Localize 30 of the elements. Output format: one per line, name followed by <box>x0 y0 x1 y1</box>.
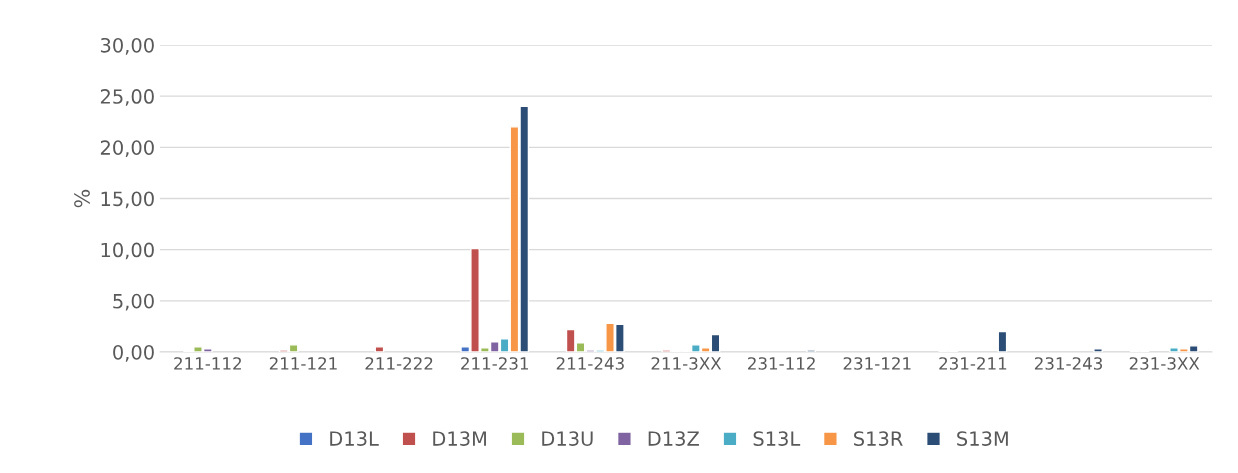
x-tick-label: 211-222 <box>365 357 433 370</box>
x-tick-label: 231-112 <box>748 357 815 370</box>
legend-label: D13U <box>542 431 593 446</box>
legend-label: S13M <box>957 431 1008 446</box>
legend-label: D13M <box>433 431 486 446</box>
x-tick-label: 211-3XX <box>651 357 722 370</box>
y-tick-label: 30,00 <box>100 37 154 55</box>
x-tick-label: 211-243 <box>556 357 624 370</box>
y-tick-label: 0,00 <box>113 344 154 362</box>
y-axis-title: % <box>74 189 90 208</box>
legend-label: S13L <box>753 431 801 446</box>
bar <box>997 330 1008 352</box>
x-tick-label: 231-121 <box>843 357 911 370</box>
x-tick-label: 211-112 <box>174 357 241 370</box>
legend-label: S13R <box>854 431 903 446</box>
y-tick-label: 25,00 <box>100 89 154 106</box>
y-tick-label: 20,00 <box>100 140 154 157</box>
bar <box>1093 348 1103 352</box>
x-tick-label: 231-3XX <box>1129 357 1200 370</box>
x-tick-label: 231-211 <box>939 357 1007 370</box>
legend-label: D13L <box>330 431 379 446</box>
x-tick-label: 231-243 <box>1034 357 1103 370</box>
y-tick-label: 5,00 <box>113 293 154 311</box>
x-tick-label: 211-121 <box>269 357 337 370</box>
bar <box>374 346 385 352</box>
x-tick-label: 211-231 <box>461 357 529 370</box>
y-tick-label: 15,00 <box>101 191 154 209</box>
y-tick-label: 10,00 <box>101 242 154 260</box>
legend-label: D13Z <box>648 431 699 446</box>
bar <box>806 349 817 352</box>
